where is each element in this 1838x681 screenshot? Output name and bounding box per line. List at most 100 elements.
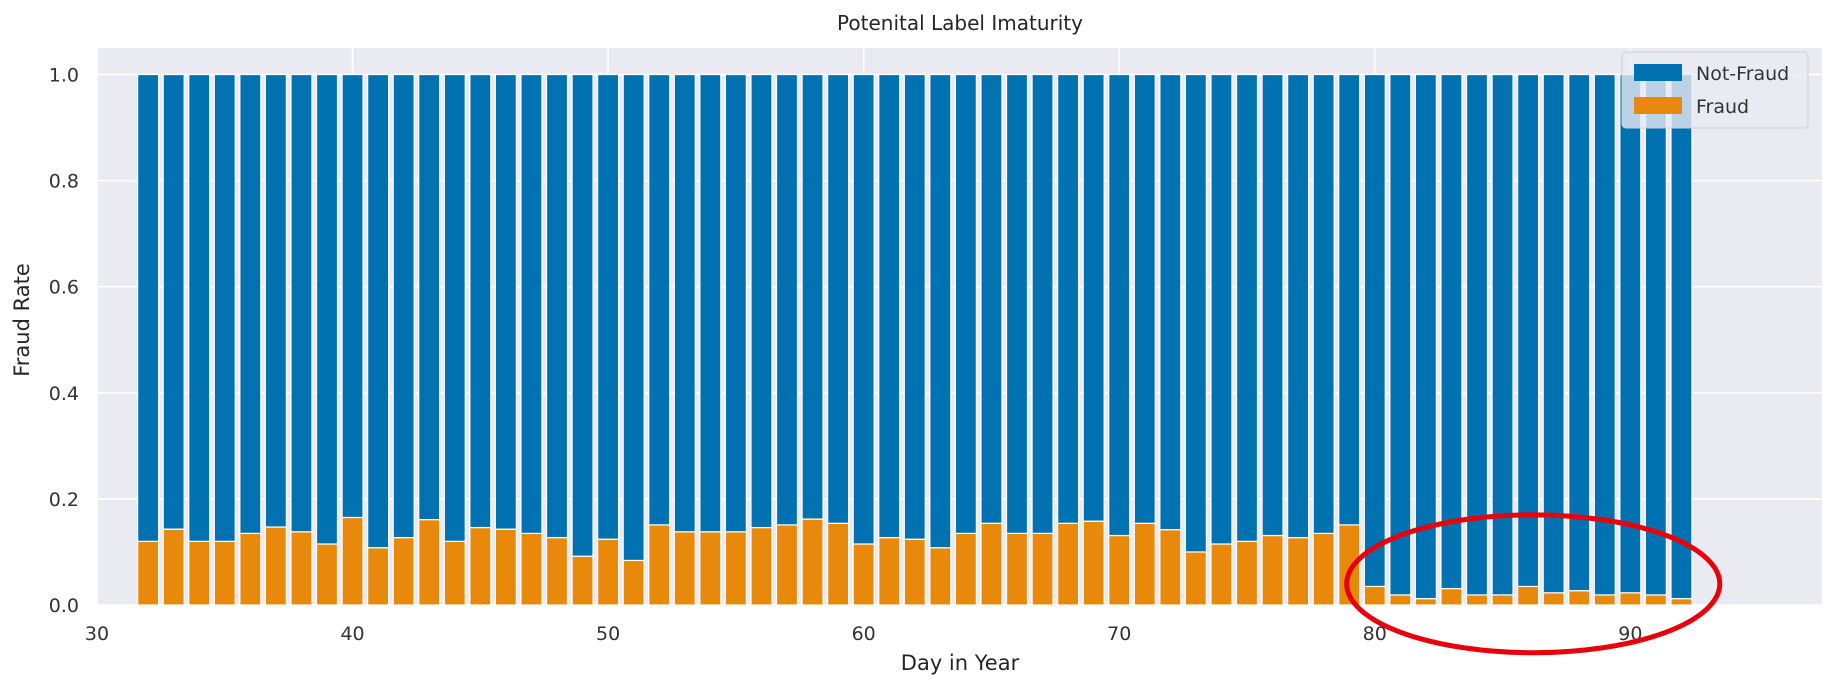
legend-swatch-fraud xyxy=(1634,97,1682,114)
y-tick-labels: 0.0 0.2 0.4 0.6 0.8 1.0 xyxy=(49,65,79,617)
bar-fraud xyxy=(1108,534,1131,606)
bar-fraud xyxy=(1542,592,1565,606)
bar-fraud xyxy=(571,555,594,606)
bar-not-fraud xyxy=(443,73,466,542)
bar-not-fraud xyxy=(801,73,824,520)
bar-not-fraud xyxy=(980,73,1003,524)
bar-fraud xyxy=(878,537,901,606)
y-axis-title: Fraud Rate xyxy=(10,263,34,377)
bar-fraud xyxy=(929,547,952,606)
bar-not-fraud xyxy=(1261,73,1284,537)
highlight-ellipse xyxy=(1344,512,1723,656)
bar-fraud xyxy=(264,526,287,606)
bar-fraud xyxy=(954,532,977,606)
bar-fraud xyxy=(801,518,824,606)
bar-not-fraud xyxy=(264,73,287,528)
bar-not-fraud xyxy=(1644,73,1667,596)
bar-fraud xyxy=(1005,532,1029,606)
bar-fraud xyxy=(367,547,390,606)
bar-fraud xyxy=(137,540,160,606)
bar-fraud xyxy=(162,528,185,606)
bar-not-fraud xyxy=(622,73,645,562)
bar-not-fraud xyxy=(1057,73,1080,524)
bar-not-fraud xyxy=(1517,73,1540,588)
bar-not-fraud xyxy=(1108,73,1131,537)
bar-fraud xyxy=(724,531,747,606)
bar-not-fraud xyxy=(775,73,799,526)
bar-fraud xyxy=(1235,540,1259,606)
y-tick-label: 0.6 xyxy=(49,277,79,299)
bar-fraud xyxy=(1517,585,1540,606)
bar-fraud xyxy=(827,522,850,606)
x-axis-title: Day in Year xyxy=(901,651,1020,675)
bar-fraud xyxy=(341,516,364,606)
bars xyxy=(137,73,1693,606)
bar-not-fraud xyxy=(188,73,211,542)
bar-fraud xyxy=(213,540,236,606)
bar-not-fraud xyxy=(1082,73,1105,522)
bar-not-fraud xyxy=(1491,73,1514,596)
bar-not-fraud xyxy=(1159,73,1182,531)
bar-not-fraud xyxy=(162,73,185,530)
bar-not-fraud xyxy=(239,73,262,534)
bar-fraud xyxy=(1057,522,1080,606)
bar-fraud xyxy=(1363,585,1386,606)
bar-fraud xyxy=(1619,592,1642,606)
bar-fraud xyxy=(1159,529,1182,606)
bar-fraud xyxy=(1644,594,1667,606)
bar-not-fraud xyxy=(315,73,339,545)
bar-not-fraud xyxy=(520,73,543,534)
x-tick-label: 80 xyxy=(1363,623,1387,645)
bar-fraud xyxy=(1082,520,1105,606)
bar-fraud xyxy=(775,524,799,606)
bar-fraud xyxy=(1440,587,1463,606)
bar-not-fraud xyxy=(1287,73,1310,539)
bar-fraud xyxy=(1261,534,1284,606)
bar-not-fraud xyxy=(750,73,773,529)
bar-fraud xyxy=(315,543,339,606)
bar-not-fraud xyxy=(1593,73,1616,596)
bar-fraud xyxy=(673,531,696,606)
y-tick-label: 0.4 xyxy=(49,383,79,405)
bar-fraud xyxy=(1312,532,1335,606)
bar-not-fraud xyxy=(418,73,441,521)
bar-fraud xyxy=(1568,590,1591,606)
bar-fraud xyxy=(520,532,543,606)
annotations xyxy=(1344,512,1723,656)
y-tick-label: 1.0 xyxy=(49,65,79,87)
bar-fraud xyxy=(622,559,645,606)
legend: Not-Fraud Fraud xyxy=(1621,51,1809,129)
bar-not-fraud xyxy=(1670,73,1693,600)
bar-not-fraud xyxy=(699,73,722,533)
y-tick-label: 0.0 xyxy=(49,595,79,617)
bar-fraud xyxy=(494,528,517,606)
bar-not-fraud xyxy=(1312,73,1335,534)
bar-not-fraud xyxy=(1338,73,1361,526)
bar-fraud xyxy=(1210,543,1233,606)
bar-fraud xyxy=(750,526,773,606)
bar-not-fraud xyxy=(673,73,696,533)
bar-fraud xyxy=(699,531,722,606)
x-tick-label: 50 xyxy=(596,623,620,645)
bar-not-fraud xyxy=(827,73,850,524)
x-tick-label: 40 xyxy=(340,623,364,645)
bar-not-fraud xyxy=(954,73,977,534)
bar-fraud xyxy=(903,538,926,606)
bar-fraud xyxy=(545,537,569,606)
bar-fraud xyxy=(852,543,875,606)
y-tick-label: 0.2 xyxy=(49,489,79,511)
bar-not-fraud xyxy=(545,73,569,539)
bar-fraud xyxy=(239,532,262,606)
y-tick-label: 0.8 xyxy=(49,171,79,193)
bar-fraud xyxy=(1133,522,1156,606)
bar-not-fraud xyxy=(1619,73,1642,594)
bar-not-fraud xyxy=(494,73,517,530)
bar-fraud xyxy=(597,538,620,606)
bar-not-fraud xyxy=(1184,73,1207,553)
bar-not-fraud xyxy=(1440,73,1463,590)
bar-fraud xyxy=(443,540,466,606)
bar-not-fraud xyxy=(648,73,671,526)
bar-not-fraud xyxy=(1235,73,1259,542)
bar-not-fraud xyxy=(1210,73,1233,545)
